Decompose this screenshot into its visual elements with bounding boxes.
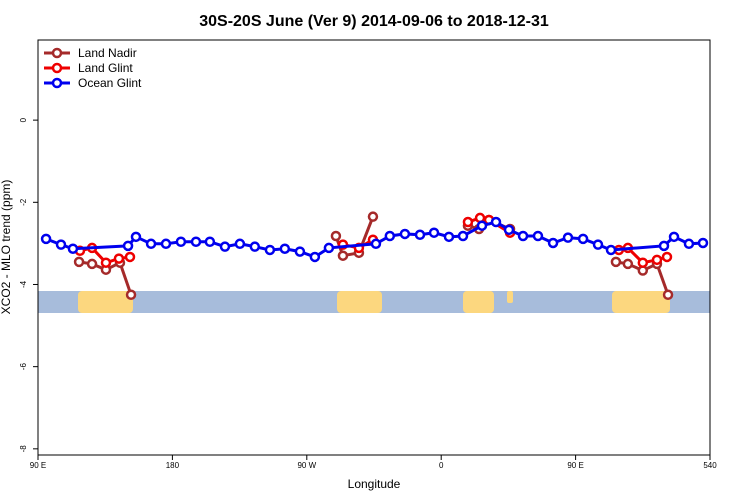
y-axis-label: XCO2 - MLO trend (ppm): [0, 180, 13, 315]
point: [160, 238, 172, 250]
point: [462, 216, 474, 228]
point: [384, 230, 396, 242]
point: [219, 241, 231, 252]
point: [457, 230, 469, 242]
x-tick-label: 90 E: [567, 461, 583, 470]
point: [234, 238, 246, 250]
point: [637, 257, 649, 268]
point: [562, 232, 574, 243]
point: [490, 216, 502, 228]
point: [476, 220, 488, 231]
point: [517, 230, 529, 242]
y-tick-label: -4: [19, 280, 28, 288]
point: [249, 241, 261, 252]
legend-label: Land Glint: [78, 61, 133, 75]
point: [330, 230, 342, 242]
legend-marker: [51, 47, 63, 59]
point: [414, 229, 426, 241]
legend-marker: [51, 77, 63, 89]
point: [323, 242, 335, 254]
point: [100, 257, 112, 268]
point: [577, 233, 589, 245]
series-line: [78, 216, 670, 296]
point: [113, 253, 125, 264]
point: [443, 231, 455, 243]
point: [122, 240, 134, 252]
x-tick-label: 0: [439, 461, 444, 470]
y-tick-label: -6: [19, 363, 28, 371]
point: [367, 211, 379, 222]
point: [532, 230, 544, 242]
point: [40, 233, 52, 245]
point: [279, 243, 291, 254]
x-tick-label: 90 W: [297, 461, 316, 470]
point: [309, 251, 321, 263]
point: [622, 258, 634, 270]
point: [73, 256, 85, 268]
map-strip: [38, 291, 710, 313]
point: [86, 258, 98, 270]
legend-label: Land Nadir: [78, 46, 137, 60]
x-tick-label: 180: [166, 461, 180, 470]
point: [55, 239, 67, 250]
point: [204, 236, 216, 247]
point: [668, 231, 680, 243]
point: [683, 238, 695, 250]
point: [125, 289, 137, 301]
point: [503, 224, 515, 236]
y-tick-label: -8: [19, 445, 28, 453]
point: [370, 238, 382, 250]
point: [190, 236, 202, 247]
x-tick-label: 90 E: [30, 461, 46, 470]
point: [145, 238, 157, 250]
point: [67, 243, 79, 254]
x-tick-label: 540: [703, 461, 717, 470]
y-tick-label: -2: [19, 198, 28, 206]
point: [547, 237, 559, 249]
point: [264, 244, 276, 256]
point: [610, 256, 622, 268]
point: [651, 254, 663, 266]
point: [605, 244, 617, 256]
legend-label: Ocean Glint: [78, 76, 142, 90]
point: [428, 227, 440, 238]
x-axis-label: Longitude: [348, 477, 401, 491]
point: [130, 231, 142, 243]
point: [661, 251, 673, 263]
point: [697, 237, 709, 249]
land-band: [337, 291, 382, 313]
point: [124, 251, 136, 263]
point: [592, 239, 604, 250]
point: [658, 240, 670, 252]
point: [175, 236, 187, 247]
point: [337, 250, 349, 261]
y-tick-label: 0: [19, 117, 28, 122]
chart-title: 30S-20S June (Ver 9) 2014-09-06 to 2018-…: [199, 13, 549, 30]
land-band: [612, 291, 670, 313]
legend-marker: [51, 62, 63, 74]
point: [662, 289, 674, 301]
point: [294, 246, 306, 257]
point: [399, 228, 411, 240]
land-band: [78, 291, 133, 313]
plot-frame: [37, 39, 711, 456]
land-band: [507, 291, 513, 303]
land-band: [463, 291, 494, 313]
